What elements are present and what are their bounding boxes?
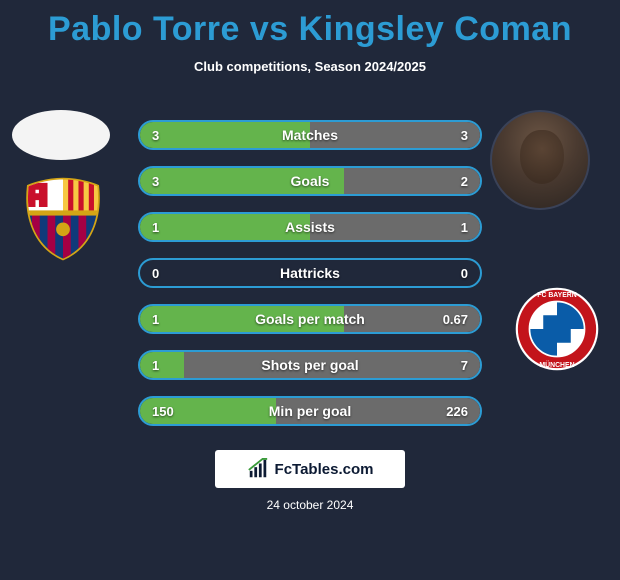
chart-icon (247, 458, 269, 480)
stat-value-left: 150 (152, 398, 174, 424)
svg-text:MÜNCHEN: MÜNCHEN (539, 360, 574, 369)
stat-value-right: 0.67 (443, 306, 468, 332)
footer-logo: FcTables.com (215, 450, 405, 488)
stat-label: Min per goal (140, 398, 480, 424)
stat-row: Goals3 2 (138, 166, 482, 196)
stat-label: Shots per goal (140, 352, 480, 378)
stat-value-left: 0 (152, 260, 159, 286)
footer-date: 24 october 2024 (0, 498, 620, 512)
stat-value-left: 3 (152, 168, 159, 194)
stat-label: Goals per match (140, 306, 480, 332)
stat-label: Matches (140, 122, 480, 148)
stat-value-right: 7 (461, 352, 468, 378)
stat-value-left: 1 (152, 352, 159, 378)
svg-text:FC BAYERN: FC BAYERN (537, 292, 577, 299)
stat-row: Goals per match1 0.67 (138, 304, 482, 334)
left-club-crest (20, 176, 106, 262)
page-title: Pablo Torre vs Kingsley Coman (0, 0, 620, 49)
stat-value-left: 1 (152, 214, 159, 240)
stat-value-left: 1 (152, 306, 159, 332)
right-player-avatar (490, 110, 590, 210)
stat-row: Min per goal150 226 (138, 396, 482, 426)
subtitle: Club competitions, Season 2024/2025 (0, 59, 620, 74)
stat-row: Matches3 3 (138, 120, 482, 150)
stat-label: Hattricks (140, 260, 480, 286)
stat-value-right: 3 (461, 122, 468, 148)
stat-label: Goals (140, 168, 480, 194)
stat-value-left: 3 (152, 122, 159, 148)
stat-value-right: 0 (461, 260, 468, 286)
stat-value-right: 226 (446, 398, 468, 424)
left-player-avatar (12, 110, 110, 160)
stat-value-right: 2 (461, 168, 468, 194)
stat-row: Assists1 1 (138, 212, 482, 242)
stat-row: Shots per goal1 7 (138, 350, 482, 380)
stat-label: Assists (140, 214, 480, 240)
footer-logo-text: FcTables.com (275, 461, 374, 478)
stat-row: Hattricks0 0 (138, 258, 482, 288)
stat-value-right: 1 (461, 214, 468, 240)
stats-table: Matches33Goals32Assists11Hattricks00Goal… (138, 120, 482, 442)
right-club-crest: FC BAYERN MÜNCHEN (514, 286, 600, 372)
